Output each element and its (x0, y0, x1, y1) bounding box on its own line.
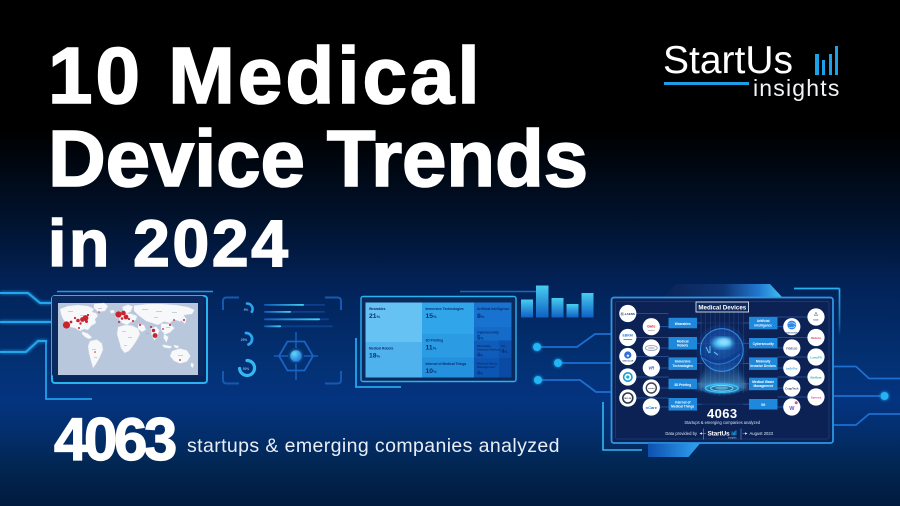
svg-text:Medical Devices: Medical Devices (698, 304, 746, 311)
svg-text:LumaPS: LumaPS (810, 356, 822, 360)
svg-text:StartUs: StartUs (707, 431, 730, 438)
svg-text:11%: 11% (426, 345, 437, 352)
svg-text:29%: 29% (241, 338, 248, 342)
svg-text:△: △ (813, 311, 818, 316)
svg-text:EBRAI: EBRAI (623, 334, 634, 338)
svg-text:beSeTec: beSeTec (786, 367, 798, 371)
svg-text:5%: 5% (477, 336, 484, 342)
svg-text:◉: ◉ (627, 353, 630, 357)
svg-text:8%: 8% (477, 313, 485, 320)
svg-text:August 2023: August 2023 (750, 431, 774, 436)
svg-text:5G: 5G (761, 403, 766, 407)
svg-text:4%: 4% (502, 349, 508, 355)
svg-text:Internet of Medical Things: Internet of Medical Things (426, 362, 467, 366)
svg-text:Medical: Medical (677, 339, 689, 343)
svg-text:Immersive: Immersive (675, 360, 691, 364)
svg-text:Cybersecurity: Cybersecurity (477, 331, 499, 335)
svg-text:Medical Waste: Medical Waste (752, 380, 774, 384)
svg-text:W: W (789, 406, 795, 412)
svg-text:Gate: Gate (647, 325, 655, 329)
svg-text:10%: 10% (426, 368, 438, 375)
svg-text:Robots: Robots (677, 344, 688, 348)
svg-text:Minimally: Minimally (477, 344, 491, 348)
svg-text:stento: stento (648, 387, 655, 390)
svg-text:Cybersecurity: Cybersecurity (753, 342, 774, 346)
svg-text:Invasive Devices: Invasive Devices (477, 348, 501, 352)
svg-text:Management: Management (477, 365, 495, 369)
svg-text:3D Printing: 3D Printing (674, 383, 691, 387)
svg-text:BioBeat: BioBeat (811, 376, 822, 380)
svg-text:Minimally: Minimally (756, 360, 771, 364)
svg-text:21%: 21% (369, 313, 381, 320)
svg-text:CoapTech: CoapTech (785, 387, 799, 391)
svg-text:Wearables: Wearables (369, 307, 386, 311)
svg-text:Wearables: Wearables (675, 322, 691, 326)
svg-text:VR: VR (648, 366, 654, 371)
svg-text:9%: 9% (244, 308, 249, 312)
svg-text:Synexa: Synexa (811, 396, 822, 400)
svg-text:Startups & emerging companies: Startups & emerging companies analyzed (684, 420, 760, 425)
svg-text:Ⓤ·LAENS: Ⓤ·LAENS (621, 311, 635, 316)
svg-text:Immersive Technologies: Immersive Technologies (426, 307, 464, 311)
svg-text:Artificial: Artificial (757, 319, 770, 323)
svg-text:fiable: fiable (813, 320, 819, 322)
svg-text:Management: Management (753, 384, 773, 388)
svg-text:5G: 5G (502, 344, 507, 348)
svg-text:Intelligence: Intelligence (754, 323, 772, 327)
svg-text:nCare: nCare (646, 405, 658, 410)
svg-text:Medical Waste: Medical Waste (477, 362, 498, 366)
svg-text:4063: 4063 (707, 406, 738, 421)
svg-text:Internet of: Internet of (675, 400, 692, 404)
svg-text:18%: 18% (369, 353, 381, 360)
svg-text:4%: 4% (477, 353, 483, 359)
svg-text:MIC·IN: MIC·IN (624, 398, 631, 400)
svg-text:NANOSONIC: NANOSONIC (786, 332, 799, 335)
svg-text:Technologies: Technologies (673, 364, 694, 368)
svg-text:4%: 4% (477, 371, 483, 377)
svg-text:3D Printing: 3D Printing (426, 339, 444, 343)
svg-text:Medical Robots: Medical Robots (369, 347, 394, 351)
svg-text:VASCULAR: VASCULAR (622, 360, 634, 363)
svg-text:Data provided by: Data provided by (665, 431, 698, 436)
svg-text:Artificial Intelligence: Artificial Intelligence (477, 307, 509, 311)
svg-text:insights: insights (728, 437, 737, 440)
svg-text:Medical Things: Medical Things (671, 405, 694, 409)
svg-text:Rubría: Rubría (811, 336, 821, 340)
svg-text:50%: 50% (243, 367, 250, 371)
svg-text:FIDELIO: FIDELIO (786, 347, 798, 351)
svg-text:Invasive Devices: Invasive Devices (750, 364, 776, 368)
svg-text:medical: medical (648, 330, 655, 332)
svg-text:15%: 15% (426, 313, 438, 320)
